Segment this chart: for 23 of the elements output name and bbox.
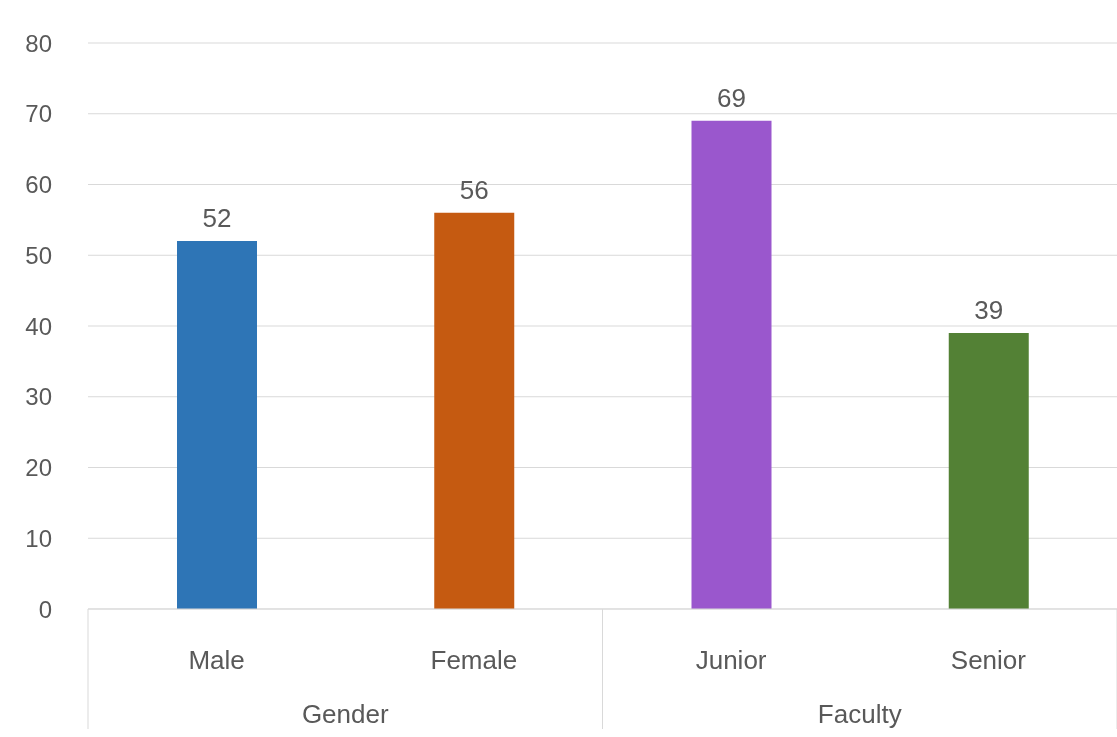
bar bbox=[948, 333, 1029, 609]
y-tick-label: 70 bbox=[25, 100, 52, 128]
data-label: 69 bbox=[717, 82, 746, 113]
data-label: 39 bbox=[974, 295, 1004, 326]
bar bbox=[177, 241, 257, 609]
y-tick-label: 40 bbox=[25, 312, 52, 340]
x-tick-label: Senior bbox=[950, 645, 1027, 675]
data-label: 56 bbox=[459, 174, 489, 205]
bar bbox=[691, 120, 772, 609]
y-tick-label: 0 bbox=[38, 595, 52, 623]
y-tick-label: 50 bbox=[25, 241, 52, 269]
data-label: 52 bbox=[202, 203, 232, 234]
y-tick-label: 30 bbox=[25, 383, 52, 411]
x-tick-label: Male bbox=[188, 645, 245, 675]
x-tick-label: Female bbox=[430, 645, 518, 675]
x-tick-label: Junior bbox=[695, 645, 767, 675]
text: Gender bbox=[301, 699, 389, 729]
y-tick-label: 20 bbox=[25, 454, 52, 482]
y-tick-label: 80 bbox=[25, 29, 52, 57]
text: Faculty bbox=[817, 699, 902, 729]
y-tick-label: 60 bbox=[25, 171, 52, 199]
y-tick-label: 10 bbox=[25, 524, 52, 552]
bar bbox=[434, 212, 515, 609]
